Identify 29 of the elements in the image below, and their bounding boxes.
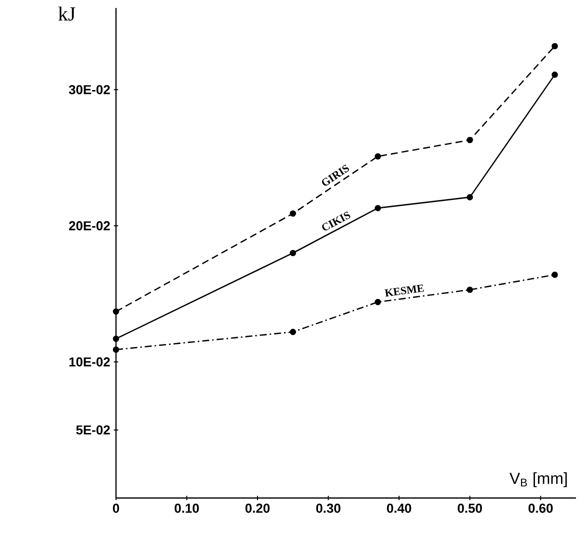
x-tick-label: 0.20 — [245, 504, 270, 513]
point — [374, 153, 381, 160]
x-tick-label: 0.60 — [528, 504, 553, 513]
point — [290, 210, 296, 217]
x-tick-label: 0.40 — [386, 504, 412, 513]
x-tick-label: 0.50 — [458, 504, 482, 513]
point — [112, 308, 120, 315]
y-tick-label: 10E-02 — [69, 357, 110, 366]
y-tick-label: 30E-02 — [68, 85, 110, 94]
point — [466, 286, 473, 293]
x-tick-label: 0.10 — [174, 504, 199, 513]
point — [552, 72, 558, 78]
point — [374, 204, 381, 212]
point — [374, 298, 381, 306]
x-tick-label: 0 — [112, 504, 120, 513]
y-axis-title: kJ — [58, 6, 76, 21]
y-tick-label: 5E-02 — [76, 425, 110, 435]
point — [466, 194, 473, 200]
point — [552, 272, 558, 278]
point — [290, 328, 296, 336]
point — [112, 346, 120, 353]
text: KESME — [384, 284, 424, 297]
x-tick-label: 0.30 — [316, 504, 340, 513]
x-axis-title: V$_{B}$ [mm] — [510, 472, 567, 488]
y-tick-label: 20E-02 — [69, 221, 110, 230]
point — [466, 136, 473, 144]
point — [552, 42, 558, 50]
point — [112, 336, 120, 342]
point — [290, 250, 296, 256]
